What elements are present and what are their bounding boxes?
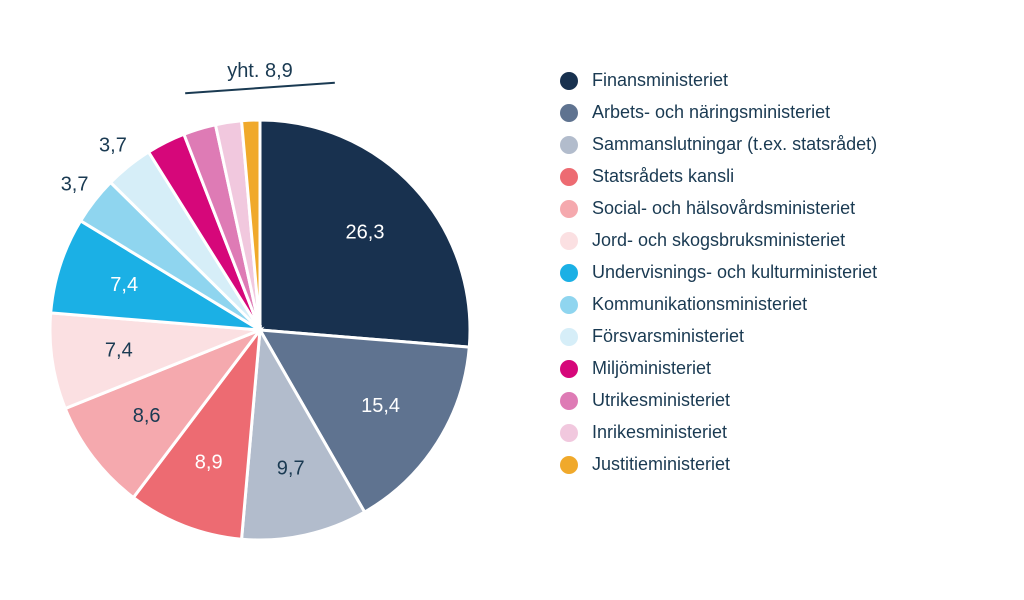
legend: Finansministeriet Arbets- och näringsmini…: [560, 70, 990, 486]
pie-chart: yht. 8,9 26,3 15,4 9,7 8,9 8,6 7,4 7,4 3,7 3,7: [40, 50, 480, 550]
legend-swatch: [560, 456, 578, 474]
callout-text: yht. 8,9: [227, 60, 293, 82]
legend-swatch: [560, 264, 578, 282]
legend-item: Försvarsministeriet: [560, 326, 990, 347]
legend-label: Kommunikationsministeriet: [592, 294, 807, 315]
legend-swatch: [560, 360, 578, 378]
legend-item: Sammanslutningar (t.ex. statsrådet): [560, 134, 990, 155]
legend-swatch: [560, 424, 578, 442]
legend-label: Jord- och skogsbruksministeriet: [592, 230, 845, 251]
slice-value-label: 7,4: [110, 274, 138, 296]
slice-value-label: 3,7: [99, 135, 127, 157]
slice-value-label: 8,6: [133, 405, 161, 427]
legend-swatch: [560, 232, 578, 250]
legend-swatch: [560, 328, 578, 346]
legend-label: Undervisnings- och kulturministeriet: [592, 262, 877, 283]
legend-item: Undervisnings- och kulturministeriet: [560, 262, 990, 283]
slice-value-label: 7,4: [105, 340, 133, 362]
legend-label: Utrikesministeriet: [592, 390, 730, 411]
legend-item: Inrikesministeriet: [560, 422, 990, 443]
legend-label: Justitieministeriet: [592, 454, 730, 475]
legend-label: Miljöministeriet: [592, 358, 711, 379]
legend-item: Finansministeriet: [560, 70, 990, 91]
legend-swatch: [560, 72, 578, 90]
legend-label: Sammanslutningar (t.ex. statsrådet): [592, 134, 877, 155]
legend-swatch: [560, 392, 578, 410]
legend-item: Utrikesministeriet: [560, 390, 990, 411]
slice-value-label: 9,7: [277, 458, 305, 480]
slice-value-label: 8,9: [195, 452, 223, 474]
legend-swatch: [560, 104, 578, 122]
legend-item: Justitieministeriet: [560, 454, 990, 475]
legend-swatch: [560, 200, 578, 218]
legend-item: Jord- och skogsbruksministeriet: [560, 230, 990, 251]
legend-label: Statsrådets kansli: [592, 166, 734, 187]
legend-swatch: [560, 168, 578, 186]
legend-item: Miljöministeriet: [560, 358, 990, 379]
legend-item: Kommunikationsministeriet: [560, 294, 990, 315]
slice-value-label: 26,3: [346, 222, 385, 244]
slice-value-label: 3,7: [61, 174, 89, 196]
legend-item: Social- och hälsovårdsministeriet: [560, 198, 990, 219]
slice-value-label: 15,4: [361, 395, 400, 417]
legend-item: Arbets- och näringsministeriet: [560, 102, 990, 123]
legend-label: Arbets- och näringsministeriet: [592, 102, 830, 123]
legend-label: Finansministeriet: [592, 70, 728, 91]
legend-label: Försvarsministeriet: [592, 326, 744, 347]
legend-swatch: [560, 296, 578, 314]
legend-item: Statsrådets kansli: [560, 166, 990, 187]
callout-group-label: yht. 8,9: [180, 60, 340, 89]
pie-svg: 26,3 15,4 9,7 8,9 8,6 7,4 7,4 3,7 3,7: [40, 50, 480, 550]
legend-label: Inrikesministeriet: [592, 422, 727, 443]
legend-label: Social- och hälsovårdsministeriet: [592, 198, 855, 219]
legend-swatch: [560, 136, 578, 154]
